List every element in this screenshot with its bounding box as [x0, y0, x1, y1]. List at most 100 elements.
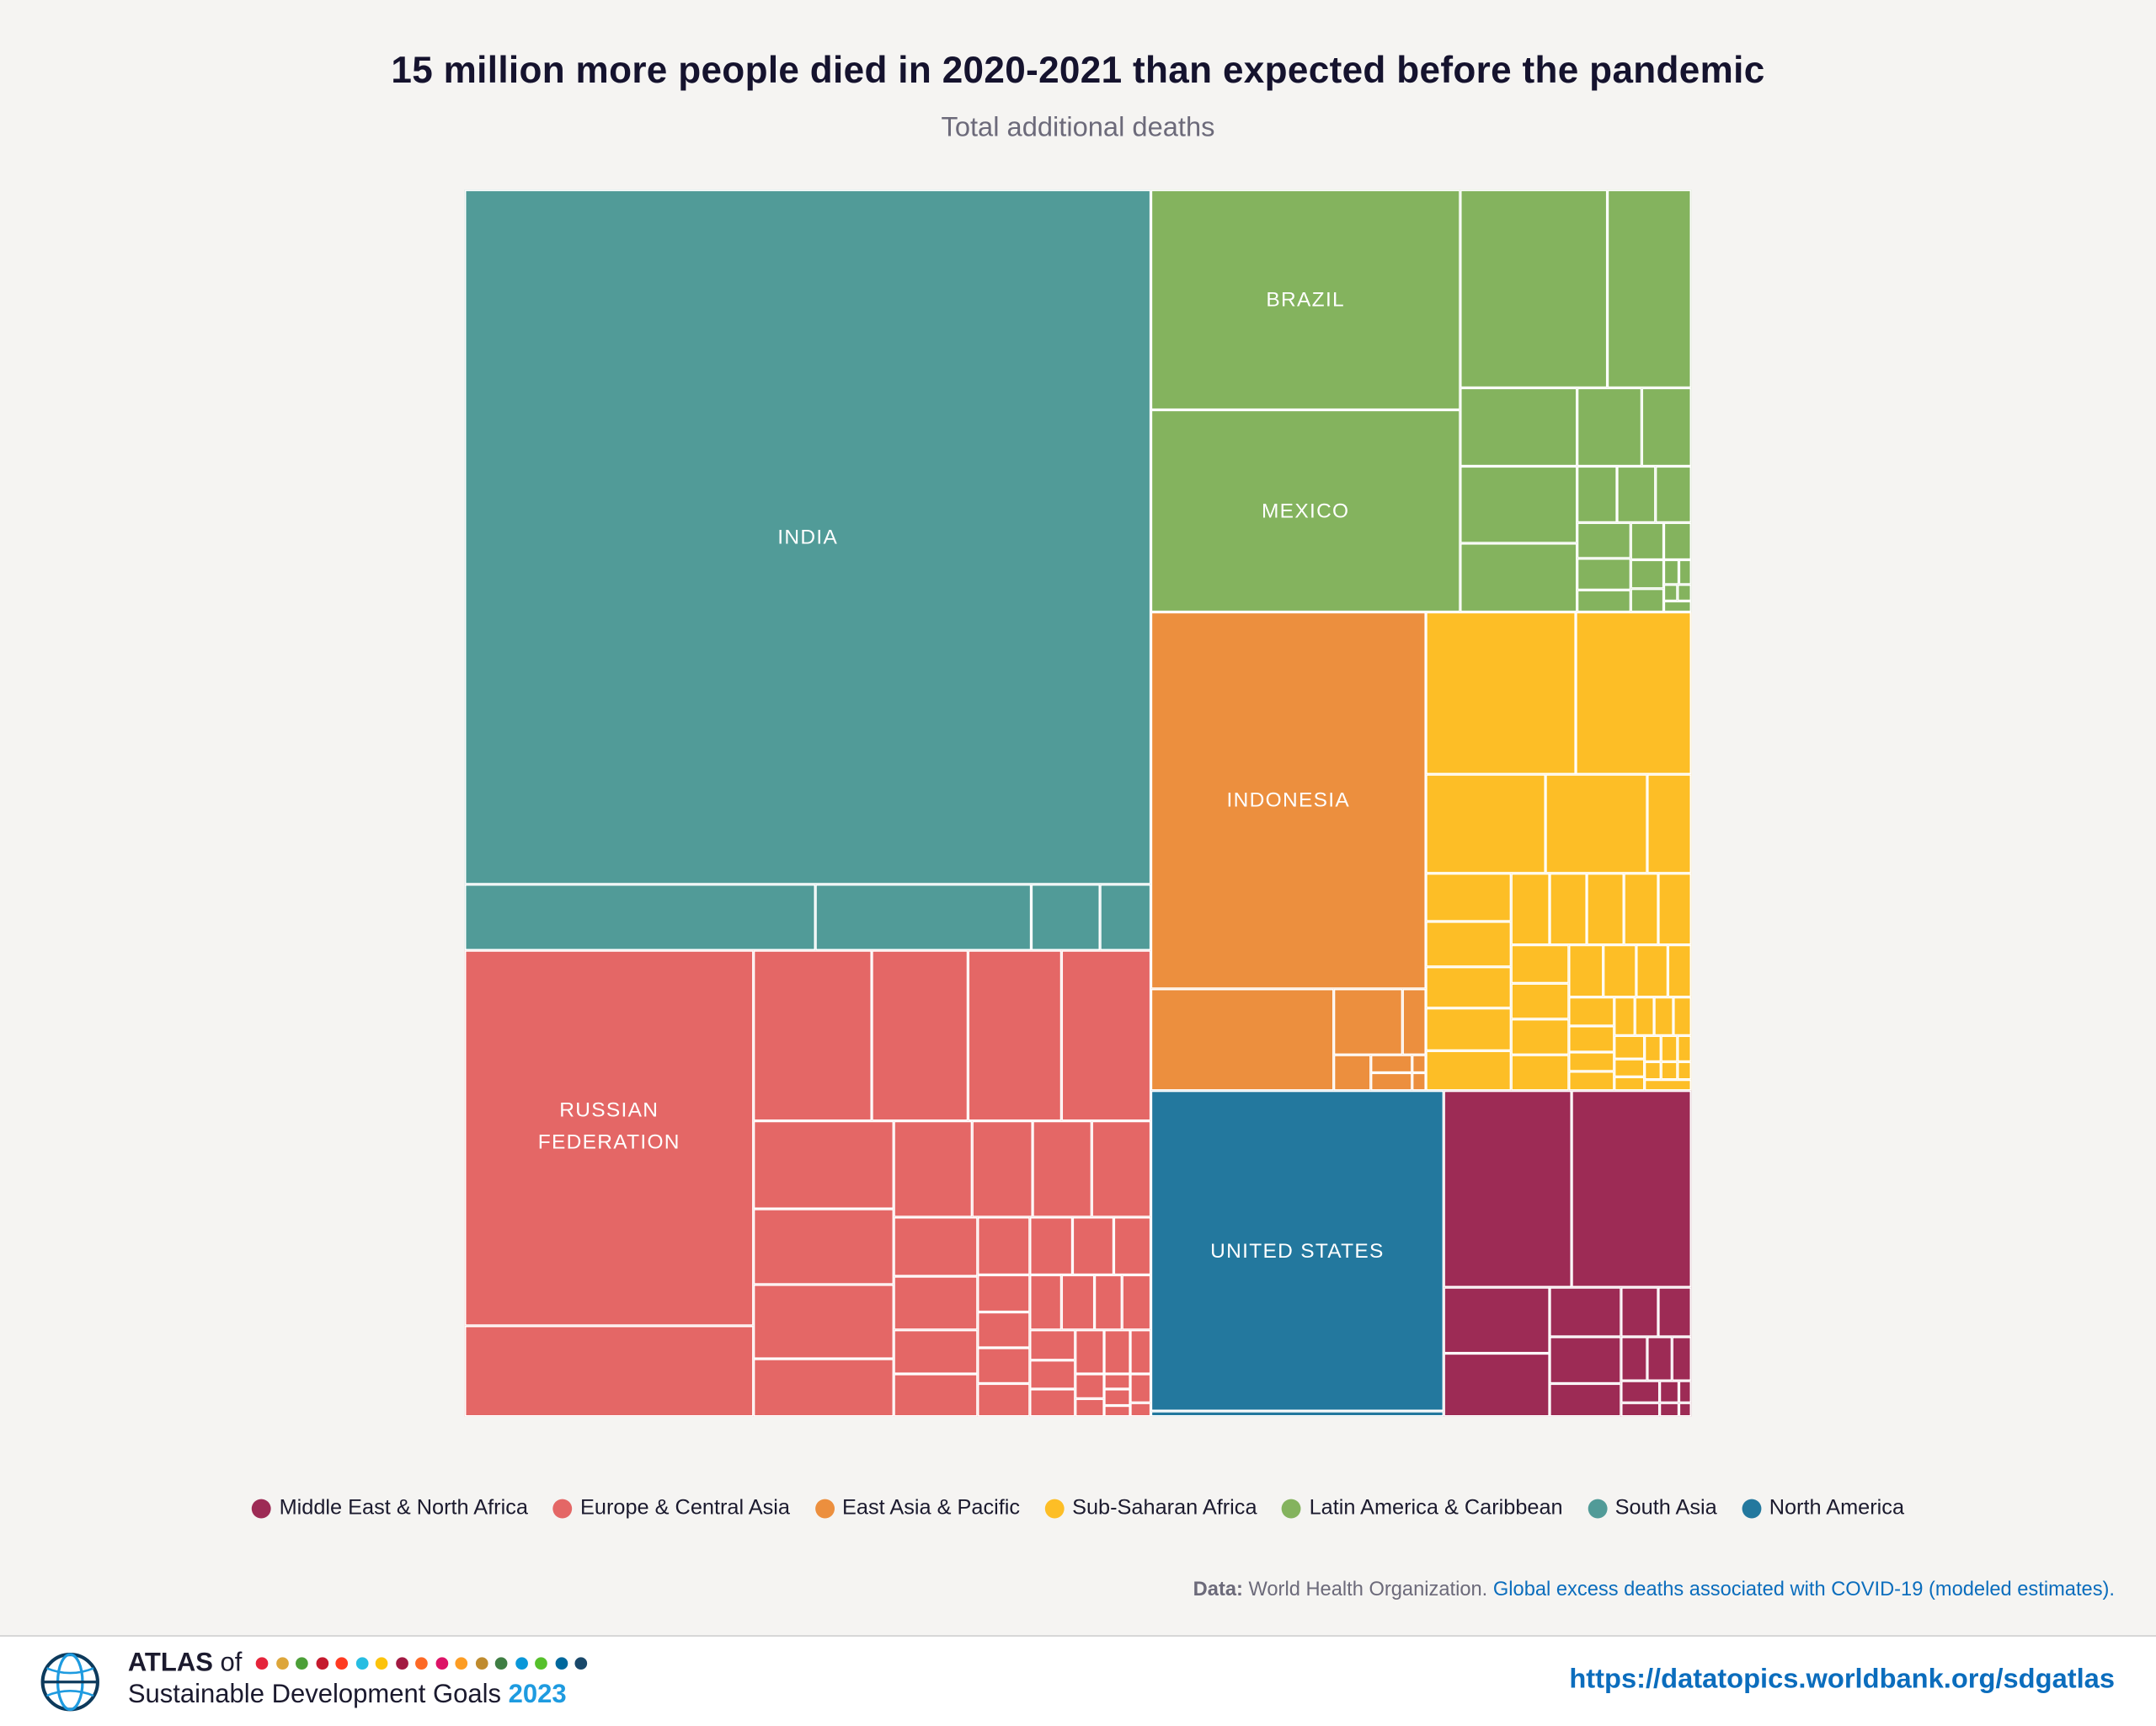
treemap-cell[interactable] [1616, 466, 1656, 523]
treemap-cell[interactable] [1549, 1287, 1621, 1337]
treemap-cell[interactable] [1104, 1405, 1131, 1417]
treemap-cell[interactable] [1370, 1055, 1412, 1073]
treemap-cell[interactable] [464, 190, 1151, 884]
treemap-cell[interactable] [753, 1120, 894, 1210]
treemap-cell[interactable] [1576, 612, 1692, 775]
treemap-cell[interactable] [1150, 1411, 1444, 1417]
treemap-cell[interactable] [1113, 1216, 1151, 1275]
treemap-cell[interactable] [1549, 1383, 1621, 1417]
treemap-cell[interactable] [1568, 1071, 1614, 1091]
treemap-cell[interactable] [1630, 559, 1664, 589]
treemap-cell[interactable] [1603, 944, 1636, 997]
treemap-cell[interactable] [753, 1359, 894, 1417]
treemap-cell[interactable] [1646, 1336, 1673, 1381]
treemap-cell[interactable] [1033, 1120, 1092, 1217]
treemap-cell[interactable] [1130, 1329, 1151, 1375]
treemap-cell[interactable] [968, 950, 1062, 1121]
treemap-cell[interactable] [1426, 921, 1512, 967]
treemap-cell[interactable] [1644, 1061, 1662, 1080]
treemap-cell[interactable] [894, 1120, 973, 1217]
treemap-cell[interactable] [1150, 988, 1334, 1091]
treemap-cell[interactable] [1460, 190, 1608, 388]
treemap-cell[interactable] [1668, 944, 1692, 997]
treemap-cell[interactable] [1426, 612, 1577, 775]
treemap-cell[interactable] [1426, 1050, 1512, 1091]
treemap-cell[interactable] [1104, 1374, 1131, 1389]
treemap-cell[interactable] [1444, 1353, 1550, 1417]
treemap-cell[interactable] [1644, 1035, 1662, 1062]
treemap-cell[interactable] [1607, 190, 1692, 388]
treemap-cell[interactable] [1672, 1336, 1692, 1381]
treemap-cell[interactable] [1677, 1035, 1692, 1062]
treemap-cell[interactable] [1130, 1374, 1151, 1403]
treemap-cell[interactable] [872, 950, 969, 1121]
treemap-cell[interactable] [1644, 1079, 1692, 1091]
treemap-cell[interactable] [1091, 1120, 1151, 1217]
treemap-cell[interactable] [1624, 873, 1658, 945]
treemap-cell[interactable] [1568, 997, 1614, 1026]
treemap-cell[interactable] [1426, 774, 1546, 874]
treemap-cell[interactable] [1029, 1360, 1075, 1389]
source-link[interactable]: Global excess deaths associated with COV… [1492, 1579, 2116, 1601]
treemap-cell[interactable] [464, 950, 754, 1326]
treemap-cell[interactable] [1150, 409, 1460, 612]
treemap-cell[interactable] [1549, 1336, 1621, 1384]
treemap-cell[interactable] [1549, 873, 1588, 945]
treemap-cell[interactable] [1646, 774, 1692, 874]
treemap-cell[interactable] [1370, 1072, 1412, 1091]
treemap-cell[interactable] [1075, 1329, 1105, 1375]
treemap-cell[interactable] [977, 1312, 1030, 1348]
treemap-cell[interactable] [977, 1383, 1030, 1417]
treemap-cell[interactable] [1029, 1216, 1073, 1275]
treemap-cell[interactable] [753, 950, 873, 1121]
treemap-cell[interactable] [1587, 873, 1625, 945]
treemap-cell[interactable] [1094, 1274, 1123, 1330]
treemap-cell[interactable] [1130, 1403, 1151, 1417]
treemap-cell[interactable] [464, 1325, 754, 1417]
treemap-cell[interactable] [1659, 1381, 1679, 1403]
treemap-cell[interactable] [1460, 466, 1577, 543]
treemap-cell[interactable] [1402, 988, 1427, 1055]
treemap-cell[interactable] [1614, 997, 1636, 1036]
treemap-cell[interactable] [1568, 1051, 1614, 1071]
treemap-cell[interactable] [1641, 387, 1692, 467]
treemap-cell[interactable] [977, 1274, 1030, 1312]
treemap-cell[interactable] [1568, 944, 1604, 997]
treemap-cell[interactable] [894, 1374, 978, 1417]
treemap-cell[interactable] [1577, 590, 1631, 612]
treemap-cell[interactable] [1426, 1007, 1512, 1051]
treemap-cell[interactable] [1577, 558, 1631, 590]
treemap-cell[interactable] [894, 1276, 978, 1330]
treemap-cell[interactable] [464, 884, 816, 951]
treemap-cell[interactable] [1031, 884, 1101, 951]
treemap-cell[interactable] [1620, 1336, 1647, 1381]
treemap-cell[interactable] [1654, 997, 1673, 1036]
treemap-cell[interactable] [1663, 559, 1679, 585]
treemap-cell[interactable] [1663, 522, 1692, 560]
treemap-cell[interactable] [1100, 884, 1151, 951]
treemap-cell[interactable] [1614, 1059, 1645, 1077]
treemap-cell[interactable] [1444, 1287, 1550, 1354]
treemap-cell[interactable] [1460, 542, 1577, 612]
treemap-cell[interactable] [1511, 1055, 1569, 1091]
treemap-cell[interactable] [1029, 1388, 1075, 1417]
treemap-cell[interactable] [1511, 944, 1569, 984]
treemap-cell[interactable] [894, 1329, 978, 1375]
treemap-cell[interactable] [1444, 1090, 1572, 1288]
treemap-cell[interactable] [1568, 1025, 1614, 1052]
treemap-cell[interactable] [1061, 950, 1151, 1121]
treemap-cell[interactable] [1075, 1398, 1105, 1417]
treemap-cell[interactable] [1075, 1374, 1105, 1399]
treemap-cell[interactable] [1511, 1018, 1569, 1055]
treemap-cell[interactable] [1614, 1077, 1645, 1091]
treemap-cell[interactable] [1104, 1329, 1131, 1375]
treemap-cell[interactable] [1614, 1035, 1645, 1060]
treemap-cell[interactable] [1635, 997, 1655, 1036]
treemap-cell[interactable] [1657, 873, 1692, 945]
treemap-cell[interactable] [1678, 559, 1692, 585]
treemap-cell[interactable] [1663, 584, 1678, 601]
treemap-cell[interactable] [1620, 1381, 1660, 1403]
treemap-cell[interactable] [1620, 1287, 1658, 1337]
treemap-cell[interactable] [1150, 1090, 1444, 1412]
treemap-cell[interactable] [1677, 584, 1692, 601]
